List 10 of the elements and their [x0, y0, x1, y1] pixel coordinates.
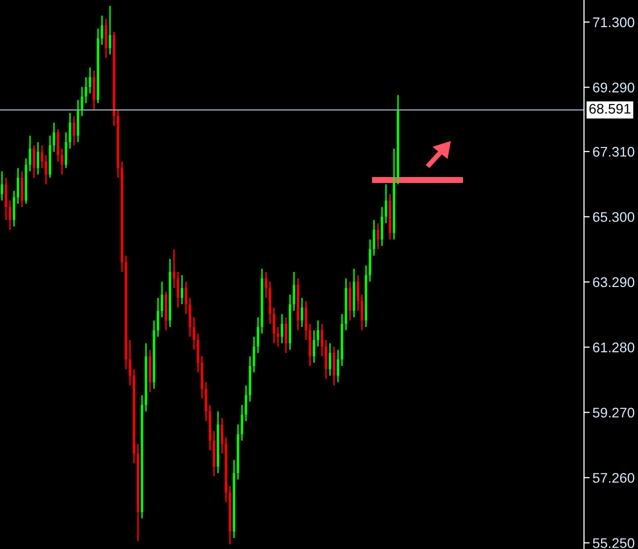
y-tick-label: 71.300	[593, 17, 634, 28]
y-tick-label: 59.270	[592, 408, 634, 418]
y-tick-label: 65.300	[593, 212, 634, 222]
y-tick-label: 55.250	[592, 538, 634, 548]
y-tick-label: 67.310	[593, 146, 634, 157]
y-tick-label: 57.260	[592, 472, 634, 483]
ref-line-label: 68.591	[589, 104, 630, 114]
y-tick-label: 63.290	[593, 277, 634, 288]
y-tick-label: 69.290	[593, 82, 634, 92]
y-tick-label: 61.280	[593, 342, 634, 352]
